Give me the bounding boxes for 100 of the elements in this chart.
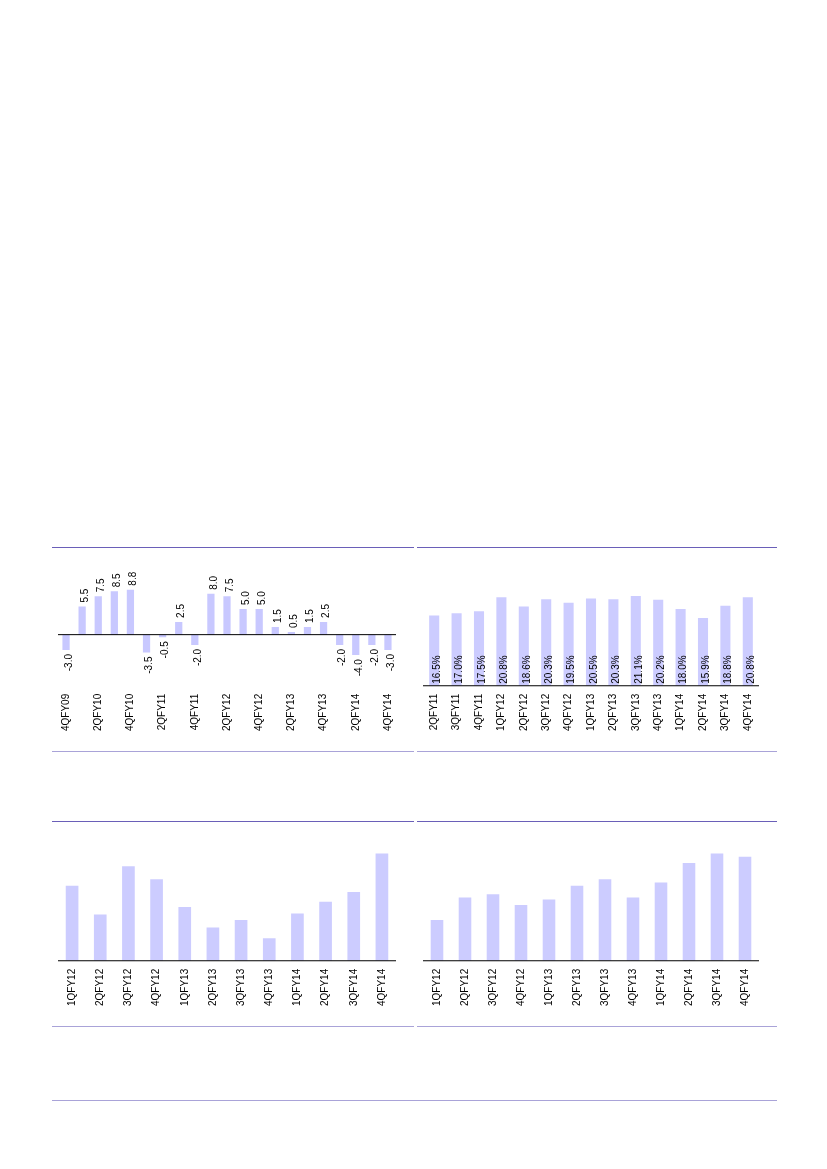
bar	[239, 609, 247, 635]
data-label: 1.5	[304, 608, 316, 623]
bar	[175, 621, 183, 635]
data-label: 20.3%	[610, 655, 622, 684]
x-tick-label: 3QFY14	[719, 693, 731, 732]
x-tick-label: 2QFY13	[607, 693, 619, 732]
data-label: -4.0	[352, 658, 364, 677]
x-tick-label: 2QFY11	[156, 693, 168, 731]
data-label: 0.5	[288, 613, 300, 629]
bar	[234, 919, 248, 961]
bar	[384, 634, 392, 650]
data-label: 8.5	[111, 572, 123, 588]
bar	[142, 634, 151, 653]
data-label: 19.5%	[565, 655, 577, 684]
bar	[319, 621, 328, 635]
bar	[191, 634, 199, 645]
x-tick-label: 3QFY11	[450, 693, 462, 731]
data-label: -2.0	[336, 648, 348, 667]
x-tick-label: 1QFY13	[584, 693, 596, 732]
x-tick-label: 4QFY14	[738, 968, 750, 1007]
bar	[626, 897, 640, 961]
x-tick-label: 1QFY14	[291, 968, 303, 1007]
x-tick-label: 2QFY12	[220, 693, 232, 732]
data-label: 2.5	[175, 603, 187, 618]
bar	[291, 913, 304, 961]
x-tick-label: 1QFY14	[674, 693, 686, 732]
x-tick-label: 2QFY10	[91, 693, 103, 732]
data-label: 2.5	[320, 603, 332, 618]
bar	[126, 589, 135, 635]
bar	[514, 904, 528, 961]
data-label: 5.0	[239, 590, 251, 606]
bar	[262, 938, 276, 961]
x-tick-label: 3QFY14	[347, 968, 359, 1007]
x-tick-label: 4QFY10	[124, 693, 136, 732]
x-tick-label: 1QFY12	[495, 693, 507, 732]
bar	[223, 596, 231, 635]
bar	[65, 885, 79, 961]
data-label: 5.0	[255, 590, 267, 606]
data-label: 18.8%	[722, 655, 734, 684]
x-tick-label: 2QFY12	[458, 968, 470, 1007]
x-tick-label: 1QFY12	[430, 968, 442, 1007]
data-label: 8.0	[207, 575, 219, 590]
bar	[486, 894, 500, 961]
x-tick-label: 4QFY14	[375, 968, 387, 1007]
x-tick-label: 2QFY14	[349, 693, 361, 732]
data-label: 8.8	[127, 571, 139, 586]
bar	[110, 591, 118, 635]
bar	[78, 606, 86, 635]
x-tick-label: 2QFY12	[94, 968, 105, 1007]
data-label: 16.5%	[430, 655, 442, 684]
bar	[738, 856, 752, 961]
bar	[710, 853, 724, 961]
data-label: 20.2%	[654, 655, 666, 684]
x-tick-label: 3QFY14	[710, 968, 722, 1007]
bar	[336, 634, 344, 645]
bar	[375, 853, 389, 961]
bar	[542, 899, 556, 961]
x-tick-label: 3QFY12	[122, 968, 134, 1007]
x-tick-label: 4QFY14	[381, 693, 393, 732]
x-tick-label: 2QFY11	[427, 693, 439, 731]
data-label: 20.8%	[744, 655, 756, 684]
x-tick-label: 4QFY13	[651, 693, 663, 732]
x-tick-label: 2QFY13	[285, 693, 297, 732]
data-label: 15.9%	[699, 655, 711, 684]
data-label: 17.0%	[453, 655, 465, 684]
x-tick-label: 4QFY11	[188, 693, 200, 731]
x-tick-label: 2QFY14	[682, 968, 694, 1007]
bar	[347, 892, 361, 961]
x-tick-label: 4QFY12	[514, 968, 526, 1007]
x-tick-label: 2QFY14	[319, 968, 331, 1007]
x-tick-label: 4QFY11	[472, 693, 484, 731]
data-label: 18.0%	[677, 655, 689, 684]
x-tick-label: 1QFY12	[65, 968, 77, 1007]
data-label: 20.8%	[498, 655, 510, 684]
x-tick-label: 1QFY13	[542, 968, 554, 1007]
bar	[122, 866, 135, 961]
data-label: -3.5	[143, 656, 155, 674]
bar	[598, 879, 612, 961]
data-label: -3.0	[384, 653, 396, 672]
data-label: 17.5%	[475, 655, 487, 684]
data-label: 20.3%	[542, 655, 554, 684]
x-tick-label: 4QFY09	[59, 693, 71, 732]
x-tick-label: 2QFY13	[570, 968, 582, 1007]
data-label: -0.5	[159, 640, 171, 659]
data-label: -2.0	[191, 648, 203, 667]
x-tick-label: 2QFY14	[696, 693, 708, 732]
bar	[352, 634, 360, 656]
bar	[206, 927, 220, 961]
bar	[430, 919, 444, 961]
bar	[207, 593, 215, 635]
data-label: 18.6%	[520, 655, 532, 684]
bar	[255, 609, 263, 635]
bar	[682, 863, 696, 961]
x-tick-label: 1QFY13	[178, 968, 190, 1007]
bar	[368, 634, 376, 645]
data-label: -3.0	[62, 653, 74, 672]
data-label: 1.5	[272, 608, 284, 623]
x-tick-label: 2QFY13	[206, 968, 218, 1007]
x-tick-label: 3QFY13	[629, 693, 641, 732]
data-label: 7.5	[94, 577, 106, 593]
